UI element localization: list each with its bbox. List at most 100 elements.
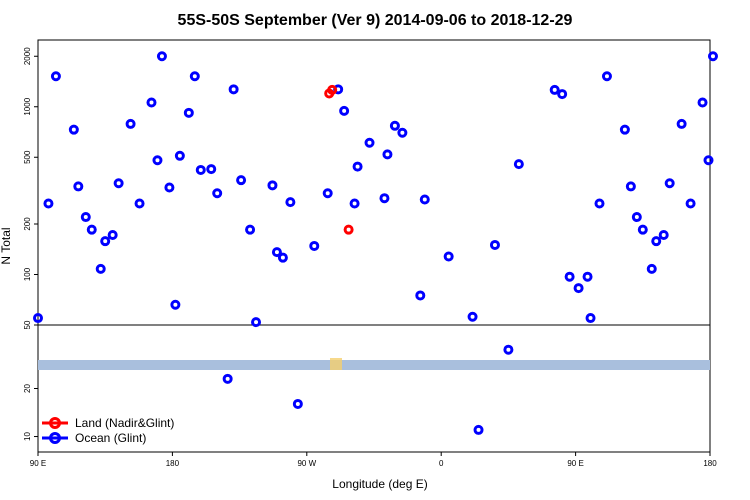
ocean-point bbox=[156, 51, 167, 62]
ocean-point bbox=[364, 137, 375, 148]
ocean-point bbox=[651, 236, 662, 247]
ocean-point bbox=[228, 84, 239, 95]
ocean-point bbox=[503, 344, 514, 355]
ocean-point bbox=[415, 290, 426, 301]
ocean-point bbox=[152, 155, 163, 166]
y-axis: 50 100 200 500 1000 2000 10 20 bbox=[23, 47, 38, 441]
ocean-point bbox=[189, 71, 200, 82]
ocean-point bbox=[594, 198, 605, 209]
ocean-point bbox=[631, 212, 642, 223]
ocean-point bbox=[513, 159, 524, 170]
legend-ocean-marker bbox=[49, 432, 61, 444]
ocean-point bbox=[467, 311, 478, 322]
ocean-point bbox=[107, 229, 118, 240]
land-band-patch bbox=[330, 358, 342, 370]
ocean-point bbox=[309, 240, 320, 251]
ocean-point bbox=[267, 180, 278, 191]
land-point bbox=[343, 224, 354, 235]
legend-land-label: Land (Nadir&Glint) bbox=[75, 416, 174, 430]
ocean-point bbox=[206, 164, 217, 175]
ocean-point bbox=[352, 161, 363, 172]
ocean-point bbox=[146, 97, 157, 108]
chart-title: 55S-50S September (Ver 9) 2014-09-06 to … bbox=[178, 12, 573, 29]
ocean-point bbox=[419, 194, 430, 205]
ocean-point bbox=[646, 263, 657, 274]
ocean-point bbox=[697, 97, 708, 108]
ocean-point bbox=[489, 239, 500, 250]
ocean-point bbox=[397, 127, 408, 138]
ocean-point bbox=[100, 236, 111, 247]
plot-frame bbox=[37, 39, 711, 453]
lower-y-tick-label: 20 bbox=[23, 384, 32, 393]
ocean-point bbox=[676, 118, 687, 129]
ocean-point bbox=[43, 198, 54, 209]
ocean-point bbox=[285, 197, 296, 208]
ocean-point bbox=[625, 181, 636, 192]
ocean-point bbox=[637, 224, 648, 235]
ocean-point bbox=[557, 89, 568, 100]
ocean-point bbox=[113, 178, 124, 189]
ocean-point bbox=[573, 283, 584, 294]
ocean-point bbox=[95, 263, 106, 274]
y-axis-label: N Total bbox=[0, 227, 13, 264]
x-tick-label: 90 E bbox=[567, 459, 583, 468]
ocean-point bbox=[222, 373, 233, 384]
x-axis: 90 E 180 90 W 0 90 E 180 bbox=[30, 452, 717, 468]
ocean-point bbox=[86, 224, 97, 235]
legend: Land (Nadir&Glint) Ocean (Glint) bbox=[42, 416, 174, 445]
ocean-point bbox=[164, 182, 175, 193]
ocean-point bbox=[195, 164, 206, 175]
x-tick-label: 180 bbox=[703, 459, 717, 468]
ocean-point bbox=[664, 178, 675, 189]
ocean-point bbox=[707, 51, 718, 62]
ocean-point bbox=[134, 198, 145, 209]
ocean-point bbox=[658, 229, 669, 240]
upper-y-tick-label: 1000 bbox=[23, 97, 32, 115]
upper-y-tick-label: 2000 bbox=[23, 47, 32, 65]
upper-y-tick-label: 500 bbox=[23, 150, 32, 164]
x-tick-label: 90 E bbox=[30, 459, 46, 468]
ocean-point bbox=[379, 193, 390, 204]
upper-y-tick-label: 100 bbox=[23, 267, 32, 281]
ocean-point bbox=[50, 71, 61, 82]
ocean-point bbox=[174, 150, 185, 161]
ocean-point bbox=[473, 424, 484, 435]
ocean-point bbox=[212, 188, 223, 199]
ocean-point bbox=[685, 198, 696, 209]
ocean-point bbox=[322, 188, 333, 199]
upper-y-tick-label: 50 bbox=[23, 320, 32, 329]
ocean-point bbox=[33, 313, 43, 324]
x-tick-label: 0 bbox=[439, 459, 444, 468]
ocean-point bbox=[271, 247, 282, 258]
ocean-point bbox=[73, 181, 84, 192]
ocean-point bbox=[125, 118, 136, 129]
ocean-point bbox=[703, 155, 714, 166]
ocean-point bbox=[619, 124, 630, 135]
ocean-point bbox=[170, 299, 181, 310]
ocean-point bbox=[564, 271, 575, 282]
ocean-point bbox=[339, 105, 350, 116]
ocean-point bbox=[68, 124, 79, 135]
ocean-point bbox=[251, 317, 262, 328]
x-tick-label: 180 bbox=[166, 459, 180, 468]
x-axis-label: Longitude (deg E) bbox=[332, 477, 427, 491]
ocean-point bbox=[80, 212, 91, 223]
ocean-point bbox=[349, 198, 360, 209]
ocean-point bbox=[183, 107, 194, 118]
x-tick-label: 90 W bbox=[297, 459, 316, 468]
ocean-point bbox=[443, 251, 454, 262]
legend-ocean-label: Ocean (Glint) bbox=[75, 431, 146, 445]
ocean-point bbox=[277, 252, 288, 263]
ocean-point bbox=[382, 149, 393, 160]
lower-y-tick-label: 10 bbox=[23, 432, 32, 441]
upper-y-tick-label: 200 bbox=[23, 217, 32, 231]
ocean-point bbox=[389, 120, 400, 131]
land-point bbox=[327, 84, 338, 95]
ocean-point bbox=[585, 313, 596, 324]
ocean-point bbox=[601, 71, 612, 82]
ocean-point bbox=[549, 84, 560, 95]
ocean-point bbox=[245, 224, 256, 235]
data-points bbox=[33, 51, 718, 435]
ocean-point bbox=[236, 175, 247, 186]
